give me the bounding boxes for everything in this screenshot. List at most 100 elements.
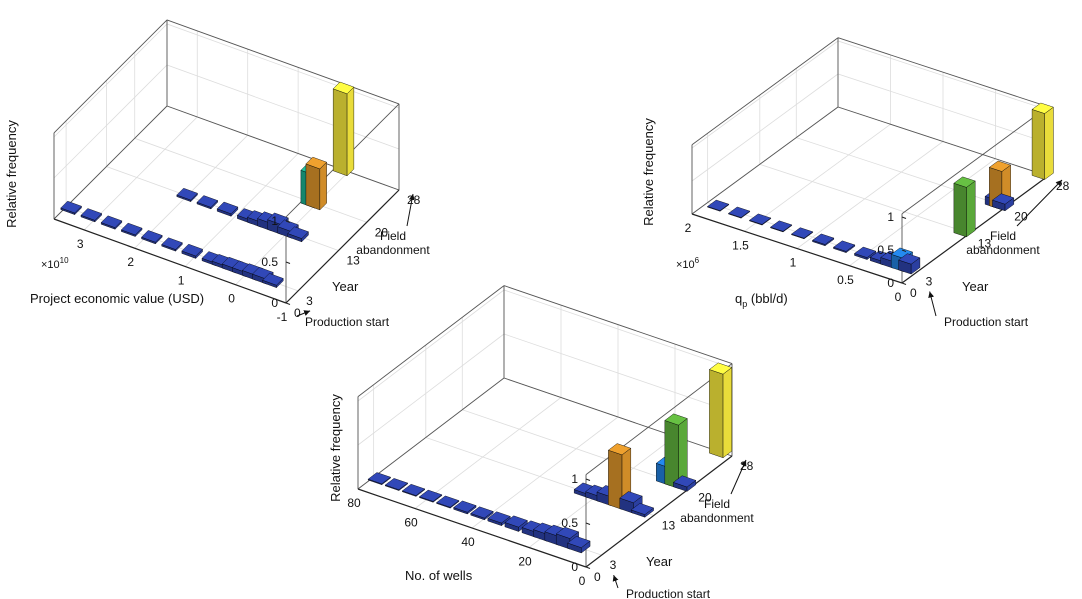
x-axis-line xyxy=(691,213,903,284)
field-abandonment-annotation: Field abandonment xyxy=(356,229,430,257)
x-axis-line xyxy=(357,488,587,568)
x-tick-label: 0.5 xyxy=(837,273,854,287)
bar-top-face xyxy=(791,227,814,239)
bar-top-face xyxy=(287,226,309,239)
bar-top-face xyxy=(436,495,460,508)
z-tick xyxy=(585,522,591,525)
bar-top-face xyxy=(196,195,219,208)
y-axis-line xyxy=(285,189,400,304)
x-tick-label: 0 xyxy=(895,290,902,304)
bar-side-face xyxy=(722,367,733,459)
y-axis-line xyxy=(585,455,733,568)
x-axis-label-main: No. of wells xyxy=(405,568,473,583)
x-tick-label: 1 xyxy=(178,273,185,287)
bar xyxy=(216,201,239,217)
x-axis-label-suffix: (bbl/d) xyxy=(747,291,787,306)
axis-frame-edge xyxy=(837,37,1049,108)
y-tick-label: 28 xyxy=(740,459,754,473)
x-tick-label: 20 xyxy=(518,555,532,569)
z-tick xyxy=(285,220,291,223)
bar xyxy=(630,503,655,518)
bar xyxy=(262,273,284,289)
bar xyxy=(812,233,835,247)
bar xyxy=(707,199,730,212)
bar xyxy=(791,227,814,240)
bar-side-face xyxy=(966,180,976,238)
bars xyxy=(707,102,1054,275)
bar xyxy=(898,253,921,275)
axis-frame-edge xyxy=(691,106,839,215)
bar xyxy=(120,222,143,238)
bar-top-face xyxy=(216,201,239,215)
bar xyxy=(305,156,327,211)
bar-top-face xyxy=(161,237,183,250)
bar-front-face xyxy=(1031,109,1045,180)
bar-top-face xyxy=(728,206,751,218)
z-tick xyxy=(285,261,291,264)
bar-top-face xyxy=(567,536,591,548)
bar-top-face xyxy=(470,506,494,519)
bar-front-face xyxy=(953,182,967,238)
bar-top-face xyxy=(854,246,877,258)
y-tick-label: 0 xyxy=(294,306,301,320)
bar xyxy=(567,536,591,554)
y-tick-label: 28 xyxy=(407,193,421,207)
bar-top-face xyxy=(262,273,284,286)
x-exponent-power: 6 xyxy=(695,256,700,265)
bar xyxy=(504,515,528,532)
z-axis-label: Relative frequency xyxy=(328,394,343,502)
y-axis-label: Year xyxy=(332,279,359,294)
bar-top-face xyxy=(419,489,443,502)
bar-top-face xyxy=(453,500,477,513)
bar-top-face xyxy=(401,483,426,496)
bar-top-face xyxy=(988,160,1012,172)
bar-top-face xyxy=(812,233,835,245)
bar-top-face xyxy=(770,220,793,232)
bar xyxy=(728,206,751,219)
bar xyxy=(1031,102,1054,180)
x-axis-label-sub: p xyxy=(742,299,747,309)
bar-top-face xyxy=(833,240,856,252)
bar-top-face xyxy=(141,230,163,243)
bar-top-face xyxy=(487,511,511,524)
z-tick-label: 0.5 xyxy=(877,243,894,257)
z-tick-label: 0 xyxy=(271,296,278,310)
bar-top-face xyxy=(992,193,1015,205)
x-tick-label: 2 xyxy=(127,255,134,269)
x-gridline xyxy=(414,305,562,509)
bar-top-face xyxy=(367,472,391,485)
y-gridline xyxy=(166,19,400,191)
annotation-line: abandonment xyxy=(356,243,430,257)
x-gridline xyxy=(744,54,891,232)
bar-top-face xyxy=(630,503,655,515)
bar xyxy=(487,511,511,527)
z-tick-label: 1 xyxy=(571,472,578,486)
bar-top-face xyxy=(80,208,103,221)
bar-top-face xyxy=(607,443,632,456)
bar-top-face xyxy=(664,413,688,426)
x-gridline xyxy=(849,89,996,267)
bars xyxy=(60,81,355,289)
y-tick-label: 28 xyxy=(1056,179,1070,193)
z-tick xyxy=(585,478,591,481)
bar-top-face xyxy=(953,176,976,188)
y-tick-label: 20 xyxy=(698,491,712,505)
bar xyxy=(436,495,460,509)
bar-top-face xyxy=(60,200,82,214)
z-tick xyxy=(585,566,591,569)
axis-frame-edge xyxy=(357,285,505,397)
y-tick-label: 13 xyxy=(978,236,992,250)
bar-front-face xyxy=(664,420,679,489)
x-exponent-label: ×1010 xyxy=(41,256,69,271)
bar-top-face xyxy=(176,187,198,201)
x-axis-label-main: Project economic value (USD) xyxy=(30,291,204,306)
production-start-arrow xyxy=(296,310,311,317)
bar-top-face xyxy=(181,243,203,257)
z-tick-label: 1 xyxy=(271,214,278,228)
bar xyxy=(953,176,976,238)
bars xyxy=(367,362,733,554)
x-gridline xyxy=(691,37,839,215)
